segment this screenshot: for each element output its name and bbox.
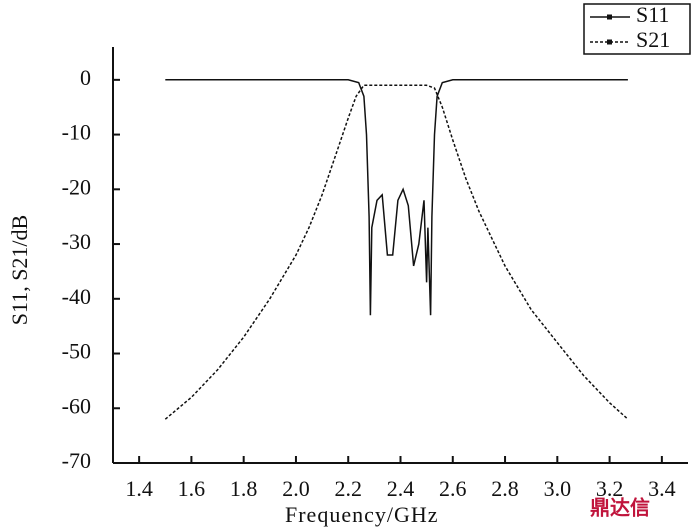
series-line <box>165 79 628 316</box>
x-tick-label: 1.8 <box>230 476 258 501</box>
x-tick-label: 3.4 <box>648 476 676 501</box>
y-tick-label: -10 <box>62 120 91 145</box>
x-tick-label: 3.0 <box>544 476 572 501</box>
y-tick-label: 0 <box>80 65 91 90</box>
series-line <box>164 84 629 420</box>
legend-box <box>583 3 691 55</box>
x-tick-label: 2.8 <box>491 476 519 501</box>
watermark: 鼎达信 <box>590 496 650 520</box>
x-tick-label: 3.2 <box>596 476 624 501</box>
x-tick-label: 1.6 <box>178 476 206 501</box>
legend-marker <box>607 39 612 45</box>
x-axis-label: Frequency/GHz <box>285 502 439 527</box>
y-tick-label: -60 <box>62 393 91 418</box>
y-tick-label: -20 <box>62 174 91 199</box>
x-tick-label: 2.2 <box>334 476 362 501</box>
y-tick-label: -40 <box>62 284 91 309</box>
y-axis-label: S11, S21/dB <box>7 215 32 325</box>
y-tick-label: -70 <box>62 448 91 473</box>
legend-label: S11 <box>636 2 669 27</box>
x-tick-label: 2.0 <box>282 476 310 501</box>
y-tick-label: -50 <box>62 339 91 364</box>
legend-marker <box>607 14 612 20</box>
legend-label: S21 <box>636 27 670 52</box>
x-tick-label: 2.6 <box>439 476 467 501</box>
y-tick-label: -30 <box>62 229 91 254</box>
x-tick-label: 1.4 <box>125 476 153 501</box>
x-tick-label: 2.4 <box>387 476 415 501</box>
